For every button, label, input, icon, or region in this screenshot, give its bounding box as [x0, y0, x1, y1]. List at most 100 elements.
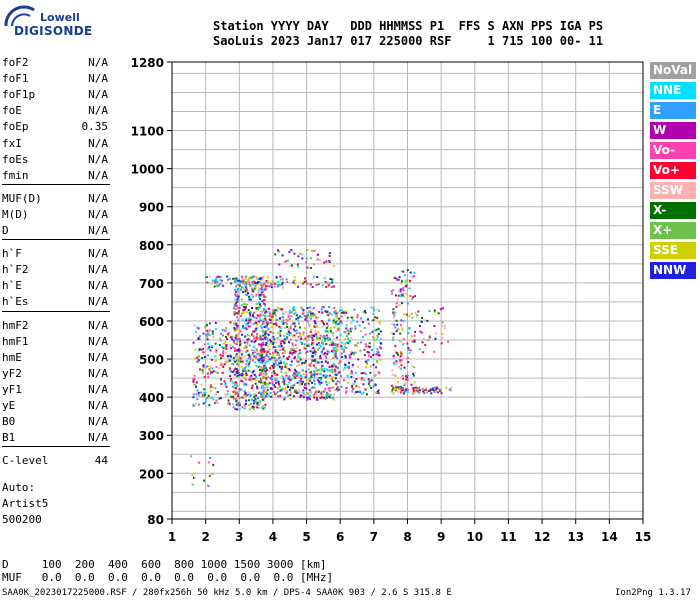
echo-point: [327, 387, 330, 390]
echo-point: [368, 342, 371, 345]
echo-point: [391, 374, 394, 376]
echo-point: [323, 370, 326, 373]
echo-point: [239, 340, 242, 343]
echo-point: [204, 343, 207, 346]
echo-point: [232, 339, 235, 342]
echo-point: [395, 330, 398, 333]
echo-point: [296, 347, 298, 350]
echo-point: [316, 372, 319, 375]
echo-point: [314, 332, 317, 335]
echo-point: [312, 394, 315, 397]
echo-point: [233, 341, 236, 344]
echo-point: [232, 397, 235, 400]
echo-point: [247, 292, 249, 295]
echo-point: [253, 311, 256, 314]
echo-point: [259, 315, 262, 318]
echo-point: [261, 323, 264, 326]
echo-point: [332, 346, 335, 349]
echo-point: [379, 322, 382, 325]
echo-point: [255, 307, 258, 309]
echo-point: [257, 287, 260, 290]
echo-point: [300, 394, 303, 397]
echo-point: [235, 324, 238, 326]
echo-point: [222, 284, 225, 287]
echo-point: [378, 309, 381, 312]
echo-point: [201, 369, 204, 372]
echo-point: [291, 352, 294, 355]
echo-point: [253, 373, 256, 376]
echo-point: [355, 390, 358, 393]
echo-point: [232, 277, 235, 280]
echo-point: [320, 396, 323, 399]
echo-point: [317, 390, 320, 393]
echo-point: [246, 338, 249, 341]
echo-point: [343, 345, 346, 348]
echo-point: [249, 314, 252, 317]
echo-point: [306, 315, 309, 317]
echo-point: [281, 352, 284, 355]
echo-point: [400, 280, 403, 283]
echo-point: [252, 275, 255, 278]
echo-point: [279, 389, 282, 392]
echo-point: [318, 337, 321, 340]
echo-point: [263, 319, 266, 322]
echo-point: [257, 307, 260, 309]
echo-point: [308, 335, 311, 338]
echo-point: [208, 322, 211, 325]
echo-point: [336, 311, 339, 314]
echo-point: [344, 354, 347, 357]
echo-point: [219, 339, 222, 342]
x-tick-label: 15: [635, 530, 652, 544]
echo-point: [253, 316, 256, 319]
echo-point: [407, 349, 410, 351]
echo-point: [293, 351, 296, 354]
echo-point: [307, 396, 310, 399]
echo-point: [345, 330, 348, 333]
echo-point: [444, 327, 447, 330]
echo-point: [237, 287, 239, 290]
echo-point: [262, 283, 265, 286]
echo-point: [322, 374, 325, 377]
echo-point: [302, 373, 305, 375]
echo-point: [309, 283, 312, 286]
echo-point: [209, 372, 212, 375]
echo-point: [405, 389, 408, 392]
echo-point: [192, 393, 195, 396]
echo-point: [274, 377, 277, 380]
y-tick-label: 500: [139, 353, 164, 367]
echo-point: [257, 343, 260, 346]
echo-point: [267, 340, 269, 343]
echo-point: [241, 380, 244, 383]
echo-point: [313, 371, 316, 374]
echo-point: [347, 329, 350, 332]
echo-point: [272, 346, 275, 349]
echo-point: [253, 345, 256, 348]
echo-point: [299, 395, 302, 398]
echo-point: [293, 330, 296, 332]
echo-point: [398, 328, 400, 331]
echo-point: [369, 371, 372, 374]
echo-point: [260, 377, 263, 380]
echo-point: [218, 344, 221, 347]
echo-point: [348, 361, 351, 364]
echo-point: [272, 285, 275, 288]
echo-point: [269, 340, 272, 343]
echo-point: [276, 309, 279, 312]
echo-point: [328, 312, 331, 315]
echo-point: [307, 382, 310, 385]
echo-point: [241, 350, 244, 353]
echo-point: [279, 327, 282, 330]
param-row: foEs N/A: [2, 153, 108, 167]
echo-point: [240, 298, 243, 301]
echo-point: [256, 350, 259, 353]
echo-point: [238, 349, 241, 351]
echo-point: [324, 329, 327, 332]
param-value: N/A: [88, 279, 108, 293]
param-row: B0 N/A: [2, 415, 108, 429]
echo-point: [371, 330, 374, 333]
param-value: N/A: [88, 168, 108, 182]
echo-point: [332, 398, 335, 401]
echo-point: [245, 359, 248, 362]
echo-point: [290, 390, 292, 393]
echo-point: [260, 395, 263, 397]
